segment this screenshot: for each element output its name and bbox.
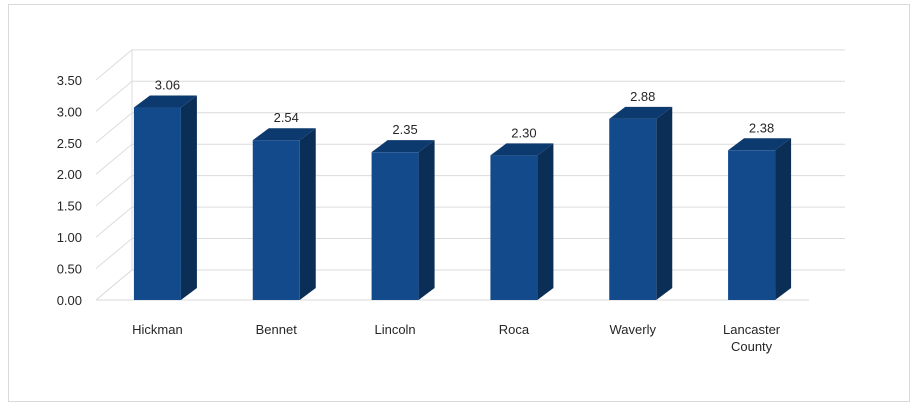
data-label: 2.30 bbox=[511, 125, 536, 140]
bar-side bbox=[656, 106, 673, 301]
bar-top bbox=[490, 143, 554, 156]
gridline bbox=[95, 80, 845, 112]
gridline bbox=[95, 269, 845, 301]
x-tick-label: Lincoln bbox=[374, 322, 415, 337]
y-tick-label: 1.50 bbox=[57, 199, 82, 214]
bar bbox=[371, 140, 435, 300]
bars bbox=[133, 95, 792, 301]
y-tick-label: 0.00 bbox=[57, 293, 82, 308]
bar-side bbox=[775, 138, 792, 300]
bar-side bbox=[537, 143, 554, 300]
y-tick-label: 3.50 bbox=[57, 73, 82, 88]
bar-front bbox=[371, 152, 419, 300]
bar-front bbox=[133, 107, 181, 300]
y-axis-ticks: 0.00 0.50 1.00 1.50 2.00 2.50 3.00 3.50 bbox=[57, 73, 82, 308]
bar-front bbox=[728, 150, 776, 300]
gridline bbox=[95, 112, 845, 144]
x-tick-label: Lancaster County bbox=[723, 322, 781, 354]
bar-front bbox=[490, 155, 538, 300]
gridline bbox=[95, 143, 845, 175]
gridlines bbox=[95, 49, 845, 301]
y-tick-label: 2.00 bbox=[57, 167, 82, 182]
bar bbox=[728, 138, 792, 300]
bar bbox=[609, 106, 673, 301]
data-label: 3.06 bbox=[155, 78, 180, 93]
gridline bbox=[95, 206, 845, 238]
y-tick-label: 2.50 bbox=[57, 136, 82, 151]
bar bbox=[252, 128, 316, 300]
bar bbox=[490, 143, 554, 300]
x-tick-label: Hickman bbox=[132, 322, 183, 337]
data-label: 2.35 bbox=[392, 122, 417, 137]
y-tick-label: 3.00 bbox=[57, 104, 82, 119]
bar-top bbox=[252, 128, 316, 141]
data-label: 2.54 bbox=[274, 110, 299, 125]
data-label: 2.88 bbox=[630, 89, 655, 104]
bar-top bbox=[133, 95, 197, 108]
data-labels: 3.06 2.54 2.35 2.30 2.88 2.38 bbox=[155, 78, 774, 141]
x-tick-label: Bennet bbox=[256, 322, 298, 337]
x-tick-label: Roca bbox=[499, 322, 530, 337]
y-tick-label: 0.50 bbox=[57, 262, 82, 277]
gridline bbox=[95, 175, 845, 207]
data-label: 2.38 bbox=[749, 120, 774, 135]
bar-side bbox=[418, 140, 435, 300]
bar-top bbox=[609, 106, 673, 119]
bar-top bbox=[728, 138, 792, 151]
x-tick-label: Waverly bbox=[610, 322, 657, 337]
bar-side bbox=[180, 95, 197, 300]
y-tick-label: 1.00 bbox=[57, 230, 82, 245]
bar-front bbox=[252, 140, 300, 300]
gridline bbox=[95, 49, 845, 81]
bar-front bbox=[609, 118, 657, 301]
bar-top bbox=[371, 140, 435, 153]
bar bbox=[133, 95, 197, 300]
category-labels: Hickman Bennet Lincoln Roca Waverly Lancaster… bbox=[132, 322, 781, 354]
bar-side bbox=[299, 128, 316, 300]
gridline bbox=[95, 238, 845, 269]
